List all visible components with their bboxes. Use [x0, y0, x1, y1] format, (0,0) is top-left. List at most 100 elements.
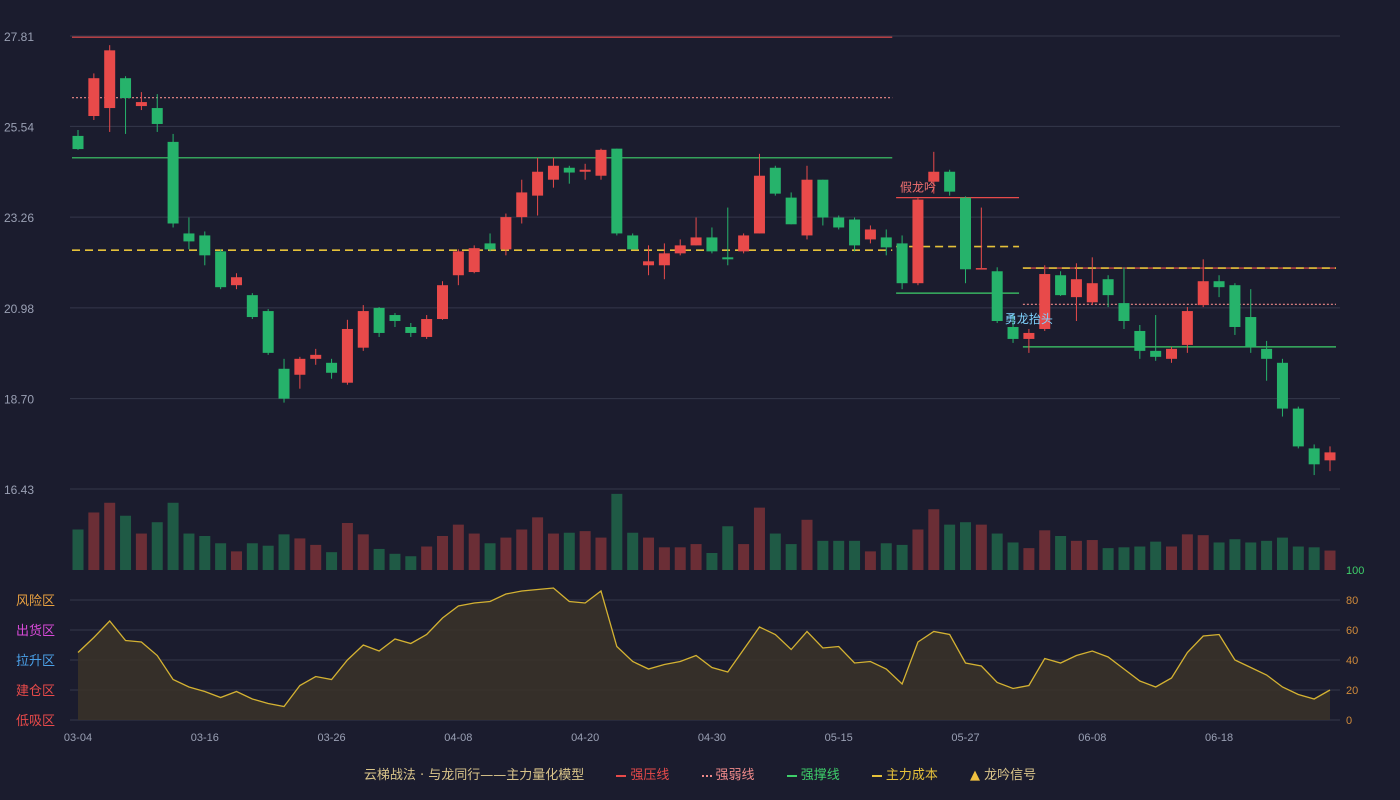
candle-body [595, 149, 607, 176]
candle-body [278, 368, 290, 399]
volume-bar [753, 507, 765, 570]
volume-bar [278, 534, 290, 570]
candle-body [373, 307, 385, 333]
candle-body [912, 199, 924, 284]
x-tick-label: 04-08 [444, 732, 472, 744]
candle-body [1023, 332, 1035, 339]
legend-item-main-cost: 主力成本 [871, 768, 938, 783]
volume-bar [199, 535, 211, 570]
volume-bar [1007, 542, 1019, 570]
candle-body [975, 268, 987, 270]
candle-body [468, 248, 480, 273]
candle-body [611, 148, 623, 234]
price-tick-label: 20.98 [4, 302, 34, 316]
candle-body [294, 358, 306, 375]
volume-bar [690, 544, 702, 570]
candle-body [753, 175, 765, 234]
candle-body [833, 217, 845, 228]
candle-body [532, 171, 544, 196]
volume-bar [1245, 542, 1257, 570]
indicator-line [77, 587, 1331, 708]
indicator-zone-label: 低吸区 [16, 713, 55, 728]
indicator-zone-label: 出货区 [16, 623, 55, 638]
volume-bar [864, 551, 876, 570]
candle-body [1055, 275, 1067, 296]
legend-title: 云梯战法 · 与龙同行——主力量化模型 [363, 768, 585, 783]
candle-body [944, 171, 956, 192]
volume-bar [215, 543, 227, 570]
volume-bar [611, 493, 623, 570]
candle-body [643, 261, 655, 266]
chart-legend: 云梯战法 · 与龙同行——主力量化模型 强压线 强弱线 强撑线 主力成本 ▲ 龙… [0, 764, 1400, 783]
candle-body [215, 251, 227, 288]
volume-bar [1150, 541, 1162, 570]
candle-body [1166, 348, 1178, 359]
indicator-tick-label: 100 [1346, 565, 1364, 577]
indicator-zone-label: 拉升区 [16, 653, 55, 668]
volume-bar [975, 524, 987, 570]
volume-bar [912, 529, 924, 570]
volume-bar [1023, 548, 1035, 570]
candle-body [151, 108, 163, 124]
candle-body [864, 229, 876, 240]
candle-body [183, 233, 195, 242]
volume-bar [1292, 546, 1304, 570]
candle-body [516, 192, 528, 218]
volume-bar [722, 526, 734, 570]
volume-bar [1181, 534, 1193, 570]
x-tick-label: 04-20 [571, 732, 599, 744]
volume-bar [310, 544, 322, 570]
candle-body [88, 78, 100, 117]
volume-bar [516, 529, 528, 570]
volume-bar [1070, 540, 1082, 570]
legend-item-strong-weak: 强弱线 [701, 768, 755, 783]
volume-bar [928, 509, 940, 570]
signal-annotation: 假龙吟 [900, 180, 936, 195]
volume-bar [769, 533, 781, 570]
candle-body [357, 311, 369, 348]
candle-body [1229, 285, 1241, 327]
volume-bar [959, 522, 971, 570]
volume-bar [151, 522, 163, 570]
volume-bar [738, 544, 750, 570]
x-tick-label: 04-30 [698, 732, 726, 744]
volume-bar [1229, 539, 1241, 570]
volume-bar [1276, 537, 1288, 570]
legend-item-strong-support: 强撑线 [786, 768, 840, 783]
candle-body [547, 165, 559, 180]
volume-bar [944, 524, 956, 570]
candle-body [1213, 281, 1225, 288]
candle-body [310, 354, 322, 359]
candle-body [1292, 408, 1304, 447]
candle-body [1134, 330, 1146, 351]
candle-body [199, 235, 211, 256]
volume-bar [88, 512, 100, 570]
candle-body [563, 167, 575, 173]
indicator-area [78, 588, 1330, 720]
candle-body [246, 295, 258, 318]
triangle-icon: ▲ [970, 768, 980, 783]
volume-bar [563, 532, 575, 570]
candle-body [849, 219, 861, 246]
volume-bar [357, 534, 369, 570]
candle-body [1276, 362, 1288, 409]
volume-bar [1213, 542, 1225, 570]
price-tick-label: 25.54 [4, 120, 34, 134]
indicator-tick-label: 0 [1346, 715, 1352, 727]
volume-bar [389, 553, 401, 570]
legend-item-strong-resistance: 强压线 [616, 768, 669, 783]
price-tick-label: 27.81 [4, 30, 34, 44]
x-tick-label: 05-27 [951, 732, 979, 744]
volume-bar [1324, 550, 1336, 570]
candle-body [389, 315, 401, 322]
volume-bar [1086, 540, 1098, 570]
candle-body [1261, 348, 1273, 359]
volume-bar [1134, 546, 1146, 570]
indicator-tick-label: 20 [1346, 685, 1358, 697]
candle-body [991, 271, 1003, 322]
candle-body [437, 285, 449, 320]
volume-bar [262, 545, 274, 570]
volume-bar [706, 552, 718, 570]
candle-body [262, 311, 274, 353]
